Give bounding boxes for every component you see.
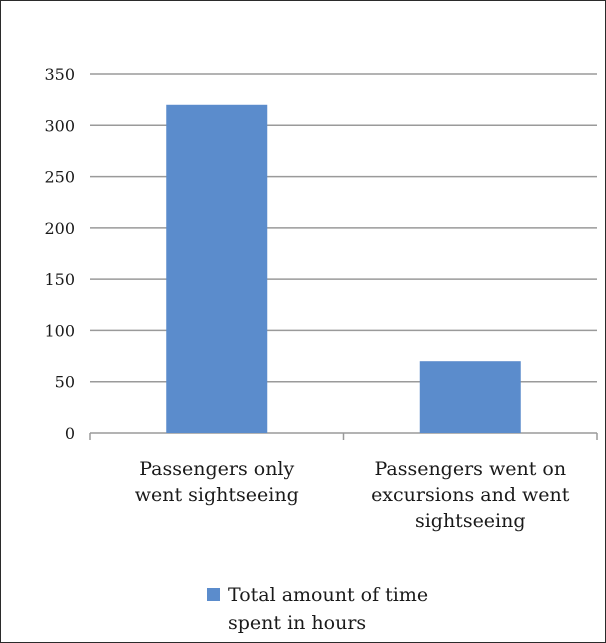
y-tick-label-200: 200	[44, 219, 75, 238]
x-category-label-1-1: excursions and went	[371, 484, 570, 506]
y-tick-label-50: 50	[55, 373, 75, 392]
legend-label-1: spent in hours	[228, 612, 366, 634]
legend-swatch	[207, 588, 220, 601]
y-tick-label-100: 100	[44, 321, 75, 340]
y-tick-label-150: 150	[44, 270, 75, 289]
bar-0	[166, 104, 268, 434]
y-tick-label-250: 250	[44, 168, 75, 187]
x-category-label-0-1: went sightseeing	[135, 484, 299, 506]
x-category-label-0-0: Passengers only	[139, 458, 294, 480]
bar-1	[419, 361, 521, 433]
legend-label-0: Total amount of time	[228, 584, 428, 606]
x-category-label-1-0: Passengers went on	[374, 458, 566, 480]
y-tick-label-350: 350	[44, 65, 75, 84]
x-category-label-1-2: sightseeing	[415, 510, 526, 532]
y-tick-label-300: 300	[44, 116, 75, 135]
y-tick-label-0: 0	[65, 424, 75, 443]
